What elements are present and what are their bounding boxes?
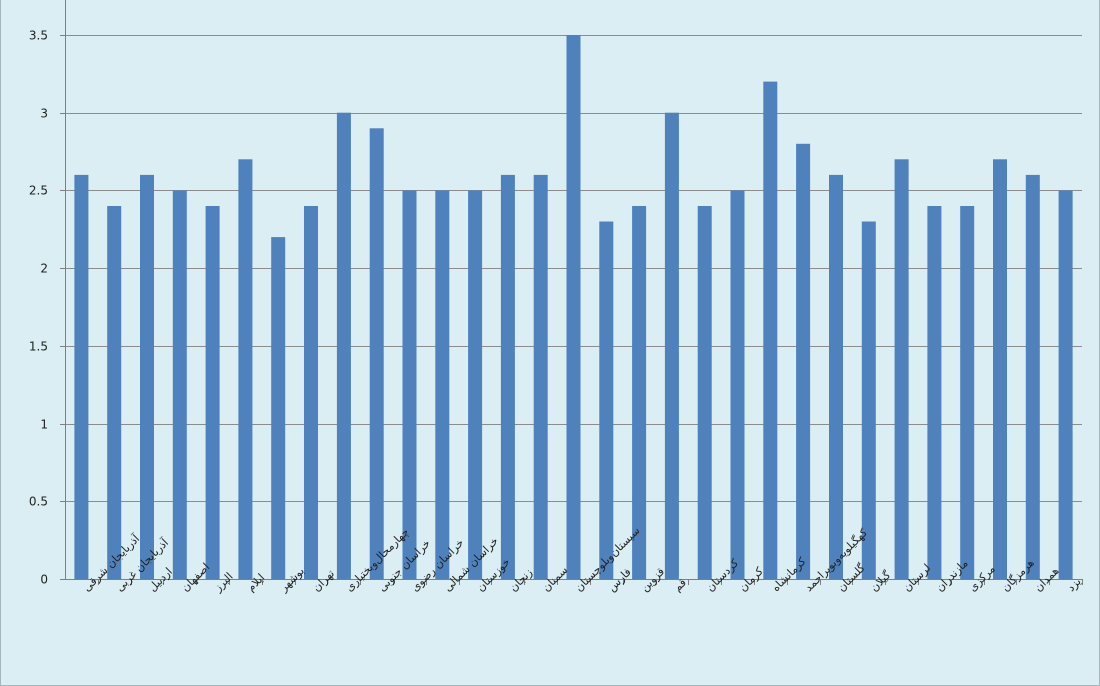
bar — [894, 159, 909, 580]
y-tick-label: 0.5 — [29, 495, 48, 509]
bar — [107, 206, 122, 579]
bar — [336, 112, 351, 579]
bar — [599, 221, 614, 579]
bar — [500, 174, 515, 579]
bar — [172, 190, 187, 579]
bar — [763, 81, 778, 579]
axes — [60, 0, 1083, 585]
bar — [829, 174, 843, 579]
bar — [664, 112, 679, 579]
y-tick-label: 3 — [40, 107, 48, 121]
bar — [140, 174, 154, 579]
bar — [1058, 190, 1073, 579]
bars — [74, 35, 1073, 580]
bar — [927, 206, 942, 579]
bar — [74, 174, 89, 579]
bar — [697, 206, 712, 579]
y-tick-labels: 0 0.5 1 1.5 2 2.5 3 3.5 — [29, 29, 48, 587]
y-tick-label: 2.5 — [29, 184, 48, 198]
bar — [369, 128, 384, 580]
y-tick-label: 0 — [40, 573, 48, 587]
y-tick-label: 1.5 — [29, 340, 48, 354]
bar — [861, 221, 876, 579]
y-tick-label: 3.5 — [29, 29, 48, 43]
y-tick-label: 1 — [40, 418, 48, 432]
bar — [533, 174, 548, 579]
bar — [566, 35, 581, 579]
bar — [632, 206, 647, 579]
bar — [993, 159, 1007, 580]
bar — [205, 206, 220, 579]
bar — [468, 190, 483, 579]
bar — [238, 159, 253, 580]
bar — [960, 206, 975, 579]
bar — [304, 206, 318, 579]
bar — [1025, 174, 1040, 579]
bar — [402, 190, 417, 579]
y-tick-label: 2 — [40, 262, 48, 276]
bar — [271, 237, 286, 579]
bar — [730, 190, 745, 579]
bar — [796, 143, 811, 580]
bar — [435, 190, 450, 579]
